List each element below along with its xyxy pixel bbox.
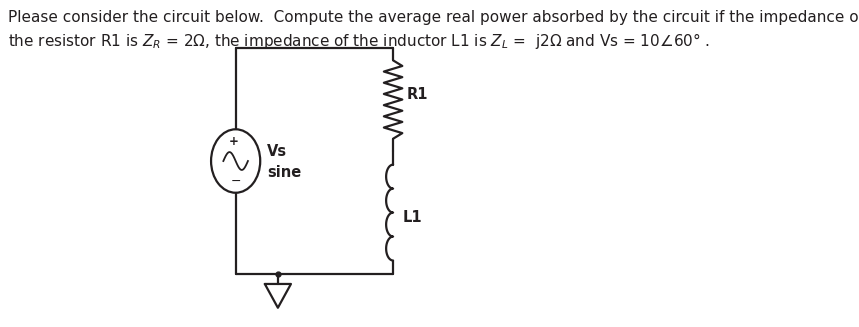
Text: Vs: Vs (267, 144, 287, 159)
Text: +: + (228, 135, 238, 148)
Text: L1: L1 (402, 210, 422, 225)
Text: the resistor R1 is $Z_R$ = 2$\Omega$, the impedance of the inductor L1 is $Z_L$ : the resistor R1 is $Z_R$ = 2$\Omega$, th… (8, 31, 710, 51)
Text: R1: R1 (406, 87, 428, 102)
Text: Please consider the circuit below.  Compute the average real power absorbed by t: Please consider the circuit below. Compu… (8, 10, 859, 25)
Text: −: − (231, 175, 241, 188)
Text: sine: sine (267, 165, 302, 181)
